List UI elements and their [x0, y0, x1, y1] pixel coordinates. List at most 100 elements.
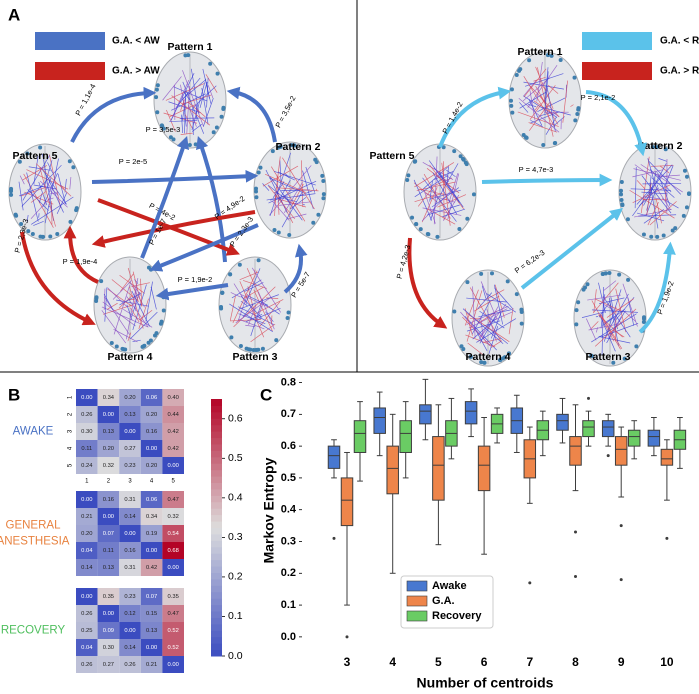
y-tick-label: 0.6: [281, 440, 296, 452]
connection: [170, 72, 195, 122]
node-dot: [553, 140, 558, 145]
connection: [442, 208, 466, 218]
connection: [523, 68, 547, 98]
node-dot: [518, 67, 523, 72]
connection: [264, 303, 280, 315]
connection: [150, 286, 157, 310]
node-dot: [509, 98, 514, 103]
node-dot: [26, 229, 31, 234]
arrow: [520, 208, 624, 290]
cell-label: 0.42: [146, 565, 157, 571]
y-tick-label: 0.4: [281, 504, 297, 516]
node-dot: [459, 344, 464, 349]
arrow: [97, 198, 240, 256]
connection: [39, 166, 56, 227]
edge-label: P = 1,9e-2: [655, 280, 675, 316]
heatmap-cell: [162, 559, 184, 576]
arrow: [149, 223, 259, 272]
connection: [414, 192, 443, 203]
node-dot: [572, 75, 577, 80]
connection: [588, 323, 620, 331]
edge-label: P = 2,3e-3: [13, 218, 31, 254]
cell-label: 0.54: [168, 531, 180, 537]
node-dot: [215, 71, 220, 76]
connection: [140, 278, 143, 306]
node-dot: [292, 143, 297, 148]
node-dot: [458, 154, 463, 159]
edge-label: P = 4,7e-3: [519, 165, 554, 174]
connection: [102, 301, 136, 327]
connection: [447, 173, 460, 220]
node-dot: [94, 295, 99, 300]
legend-label: G.A. > REC: [660, 66, 699, 77]
brain: [508, 51, 582, 149]
box: [419, 404, 432, 425]
connection: [601, 287, 605, 355]
heatmap-cell: [97, 440, 120, 457]
connection: [180, 99, 185, 111]
y-tick-label: 0.3: [281, 535, 296, 547]
connection: [529, 90, 536, 121]
cell-label: 0.40: [168, 395, 179, 401]
connection: [237, 293, 248, 321]
cell-label: 0.44: [168, 412, 180, 418]
connection: [529, 85, 556, 120]
connection: [430, 197, 439, 221]
colorbar-segment: [211, 456, 222, 464]
connection: [446, 169, 456, 178]
connection: [598, 336, 631, 344]
connection: [464, 308, 473, 336]
node-dot: [619, 188, 624, 193]
node-label: Pattern 3: [586, 351, 631, 363]
connection: [570, 104, 574, 107]
cell-label: 0.00: [146, 446, 157, 452]
box: [464, 401, 478, 425]
cell-label: 0.31: [124, 497, 135, 503]
node-dot: [211, 130, 216, 135]
connection: [181, 114, 184, 134]
connection: [126, 304, 133, 321]
legend-swatch: [35, 62, 105, 80]
heatmap-cell: [140, 491, 163, 508]
heatmap-cell: [162, 389, 184, 406]
connection: [240, 295, 262, 318]
connection: [468, 308, 508, 329]
connection: [429, 181, 433, 202]
cell-label: 0.20: [124, 395, 135, 401]
connection: [24, 191, 54, 205]
node-dot: [426, 232, 431, 237]
heatmap-cell: [119, 639, 141, 656]
node-dot: [620, 203, 625, 208]
node-dot: [405, 178, 410, 183]
colorbar-segment: [211, 591, 222, 599]
node-dot: [435, 234, 440, 239]
connection: [657, 174, 680, 178]
connection: [191, 82, 206, 131]
node-dot: [285, 315, 290, 320]
arrow: [63, 225, 99, 284]
node-dot: [457, 226, 462, 231]
connection: [202, 68, 212, 104]
cell-label: 0.26: [81, 611, 92, 617]
cell-label: 0.11: [81, 446, 92, 452]
node-dot: [509, 103, 514, 108]
connection: [269, 193, 316, 201]
colorbar-tick-label: 0.0: [228, 650, 243, 662]
heatmap-title: ANESTHESIA: [0, 536, 70, 548]
brain: [573, 269, 647, 367]
heatmap-title: GENERAL: [6, 520, 62, 532]
node-dot: [99, 279, 104, 284]
connection: [266, 297, 279, 299]
node-dot: [254, 189, 259, 194]
connection: [266, 195, 288, 201]
connection: [546, 85, 556, 132]
node-dot: [114, 344, 119, 349]
connection: [607, 293, 629, 333]
x-tick-label: 1: [85, 479, 89, 485]
colorbar-segment: [211, 463, 222, 471]
cell-label: 0.09: [103, 628, 114, 634]
node-label: Pattern 2: [638, 140, 683, 152]
cell-label: 0.47: [168, 497, 179, 503]
connection: [183, 91, 191, 102]
cell-label: 0.00: [81, 594, 92, 600]
